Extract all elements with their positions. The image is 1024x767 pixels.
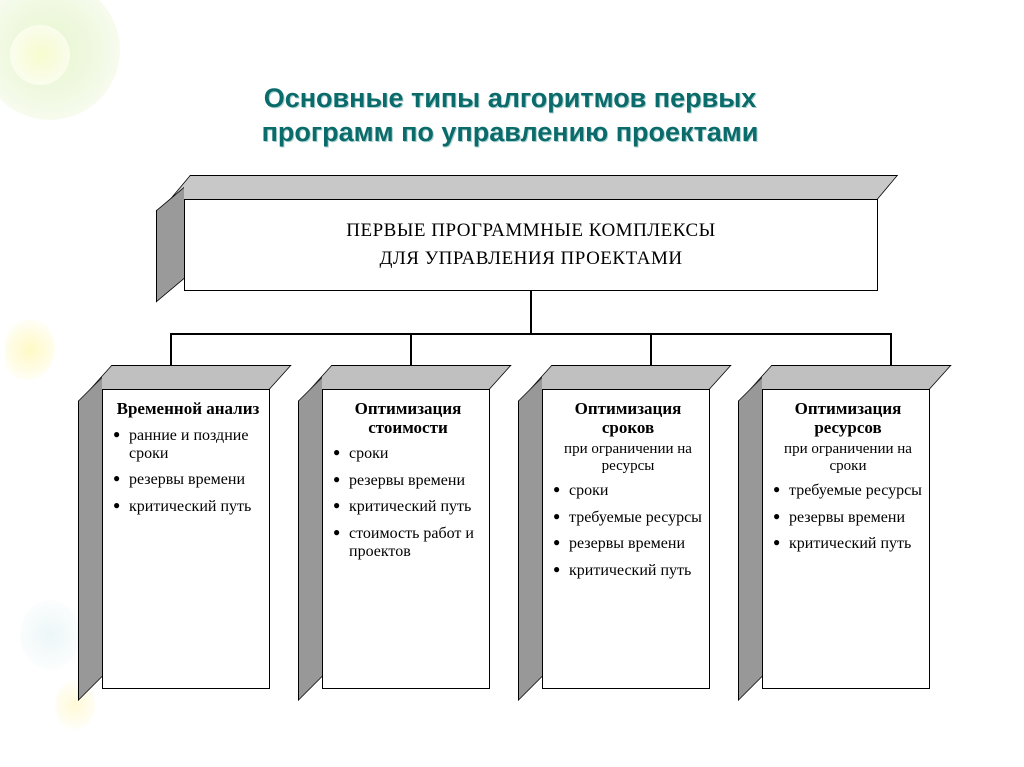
child-node-top-face [90,365,292,389]
child-node-title: Оптимизация сроков [553,400,703,437]
list-item: резервы времени [553,535,703,553]
list-item: критический путь [113,498,263,516]
child-node-list: сроки требуемые ресурсы резервы времени кри… [553,482,703,580]
slide-title: Основные типы алгоритмов первых программ… [120,82,900,150]
child-node-side-face [738,377,762,701]
child-node-top-face [750,365,952,389]
child-node-side-face [78,377,102,701]
title-line-1: Основные типы алгоритмов первых [264,83,757,113]
list-item: ранние и поздние сроки [113,427,263,464]
connector-line [170,333,890,335]
connector-line [650,333,652,365]
root-node-side-face [156,187,184,302]
list-item: стоимость работ и проектов [333,525,483,562]
list-item: сроки [333,445,483,463]
title-line-2: программ по управлению проектами [262,117,759,147]
child-node-front-face: Оптимизация сроков при ограничении на ре… [542,389,710,689]
root-node-front-face: ПЕРВЫЕ ПРОГРАММНЫЕ КОМПЛЕКСЫ ДЛЯ УПРАВЛЕ… [184,199,878,291]
child-node-list: ранние и поздние сроки резервы времени кри… [113,427,263,517]
child-node-title: Временной анализ [113,400,263,419]
child-node-list: требуемые ресурсы резервы времени критичес… [773,482,923,553]
decorative-blob [20,600,80,670]
list-item: критический путь [553,562,703,580]
list-item: резервы времени [333,472,483,490]
decorative-blob [5,320,55,380]
list-item: резервы времени [113,471,263,489]
child-node-front-face: Оптимизация стоимости сроки резервы време… [322,389,490,689]
connector-line [170,333,172,365]
child-node-side-face [518,377,542,701]
child-node-list: сроки резервы времени критический путь стои… [333,445,483,561]
decorative-blob [10,25,70,85]
child-node-top-face [310,365,512,389]
child-node-front-face: Оптимизация ресурсов при ограничении на … [762,389,930,689]
child-node-subtitle: при ограничении на сроки [773,441,923,474]
child-node-subtitle: при ограничении на ресурсы [553,441,703,474]
child-node-side-face [298,377,322,701]
list-item: сроки [553,482,703,500]
child-node-title: Оптимизация стоимости [333,400,483,437]
list-item: требуемые ресурсы [553,509,703,527]
root-node-line2: ДЛЯ УПРАВЛЕНИЯ ПРОЕКТАМИ [185,248,877,270]
child-node-title: Оптимизация ресурсов [773,400,923,437]
list-item: требуемые ресурсы [773,482,923,500]
connector-line [410,333,412,365]
org-diagram: ПЕРВЫЕ ПРОГРАММНЫЕ КОМПЛЕКСЫ ДЛЯ УПРАВЛЕ… [90,175,950,715]
root-node-top-face [170,175,898,199]
list-item: критический путь [773,535,923,553]
root-node-line1: ПЕРВЫЕ ПРОГРАММНЫЕ КОМПЛЕКСЫ [185,220,877,242]
list-item: резервы времени [773,509,923,527]
connector-line [530,291,532,335]
child-node-front-face: Временной анализ ранние и поздние срокир… [102,389,270,689]
child-node-top-face [530,365,732,389]
connector-line [890,333,892,365]
list-item: критический путь [333,498,483,516]
